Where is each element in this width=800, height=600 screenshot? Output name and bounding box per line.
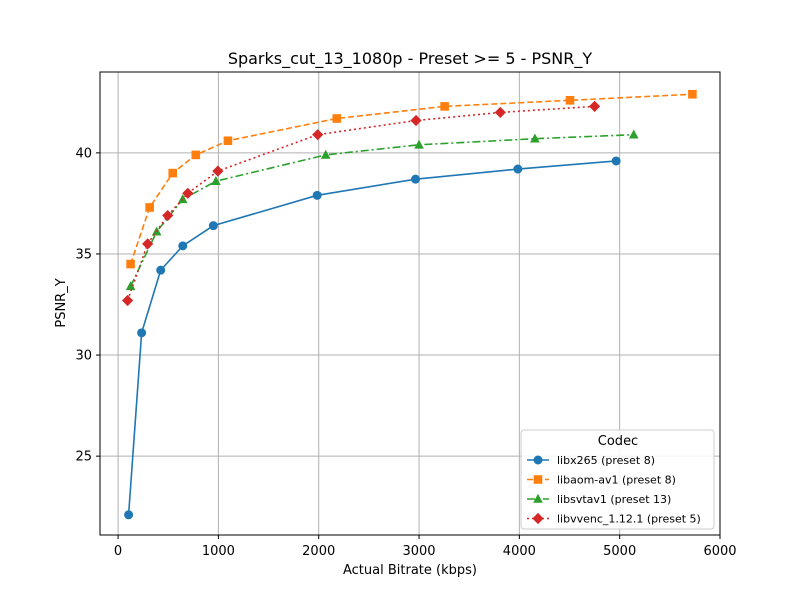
legend-label: libvvenc_1.12.1 (preset 5) (557, 513, 701, 526)
chart-title: Sparks_cut_13_1080p - Preset >= 5 - PSNR… (228, 49, 593, 69)
series-2 (126, 89, 697, 269)
data-point (125, 281, 136, 291)
legend-label: libx265 (preset 8) (557, 454, 655, 467)
data-point (142, 238, 154, 250)
series-layer (121, 89, 697, 520)
y-tick-label: 40 (75, 146, 92, 161)
legend-item: libaom-av1 (preset 8) (527, 474, 676, 487)
plot-area-frame (99, 71, 721, 536)
data-point (121, 294, 134, 307)
legend-box (520, 429, 715, 530)
data-point (588, 100, 601, 112)
y-tick-label: 25 (75, 450, 92, 465)
y-tick-label: 35 (75, 247, 92, 262)
x-tick-label: 1000 (202, 544, 235, 559)
legend-marker (533, 475, 543, 484)
data-point (208, 221, 218, 231)
x-tick-label: 0 (114, 544, 122, 559)
data-point (513, 164, 523, 174)
legend-title: Codec (598, 434, 638, 449)
data-point (124, 510, 134, 520)
data-point (494, 106, 506, 119)
y-axis-ticks: 25 30 35 40 (75, 146, 100, 465)
data-point (126, 259, 135, 269)
data-point (312, 190, 322, 200)
series-line (129, 133, 634, 287)
grid (100, 72, 721, 535)
y-tick-label: 30 (75, 349, 92, 364)
data-point (211, 175, 221, 185)
data-point (191, 150, 201, 160)
x-axis-label: Actual Bitrate (kbps) (343, 563, 477, 578)
data-point (410, 114, 422, 127)
data-point (332, 114, 342, 123)
legend-item: libx265 (preset 8) (527, 454, 655, 467)
data-point (530, 133, 540, 143)
data-point (137, 328, 147, 338)
data-point (182, 187, 194, 199)
data-point (414, 139, 424, 149)
legend-marker (533, 455, 543, 465)
legend-item: libvvenc_1.12.1 (preset 5) (527, 513, 701, 526)
data-point (611, 156, 621, 166)
legend-label: libsvtav1 (preset 13) (557, 493, 671, 506)
data-point (628, 129, 639, 139)
legend-label: libaom-av1 (preset 8) (557, 474, 676, 487)
x-tick-label: 4000 (503, 544, 536, 559)
data-point (177, 194, 188, 204)
series-line (126, 105, 595, 301)
data-point (223, 136, 233, 146)
legend-items: libx265 (preset 8) libaom-av1 (preset 8) l… (527, 454, 701, 526)
legend-item: libsvtav1 (preset 13) (527, 493, 671, 506)
data-point (565, 96, 575, 105)
series-3 (125, 129, 639, 291)
x-tick-label: 3000 (402, 544, 435, 559)
data-point (688, 89, 697, 99)
series-1 (124, 156, 621, 520)
legend-marker (533, 493, 543, 503)
data-point (156, 265, 166, 275)
x-tick-label: 5000 (603, 544, 636, 559)
x-tick-label: 2000 (302, 544, 335, 559)
data-point (440, 102, 449, 111)
data-point (178, 241, 188, 251)
data-point (411, 174, 421, 184)
data-point (145, 203, 154, 212)
x-axis-ticks: 0 1000 2000 3000 4000 5000 6000 (114, 535, 737, 559)
legend: Codec libx265 (preset 8) libaom-av1 (pres… (520, 429, 715, 530)
legend-marker (532, 512, 544, 525)
y-axis-label: PSNR_Y (54, 278, 69, 327)
x-tick-label: 6000 (703, 544, 736, 559)
data-point (162, 209, 174, 222)
data-point (312, 129, 324, 141)
data-point (168, 168, 178, 178)
series-4 (121, 100, 601, 307)
data-point (212, 165, 224, 177)
data-point (320, 149, 331, 159)
